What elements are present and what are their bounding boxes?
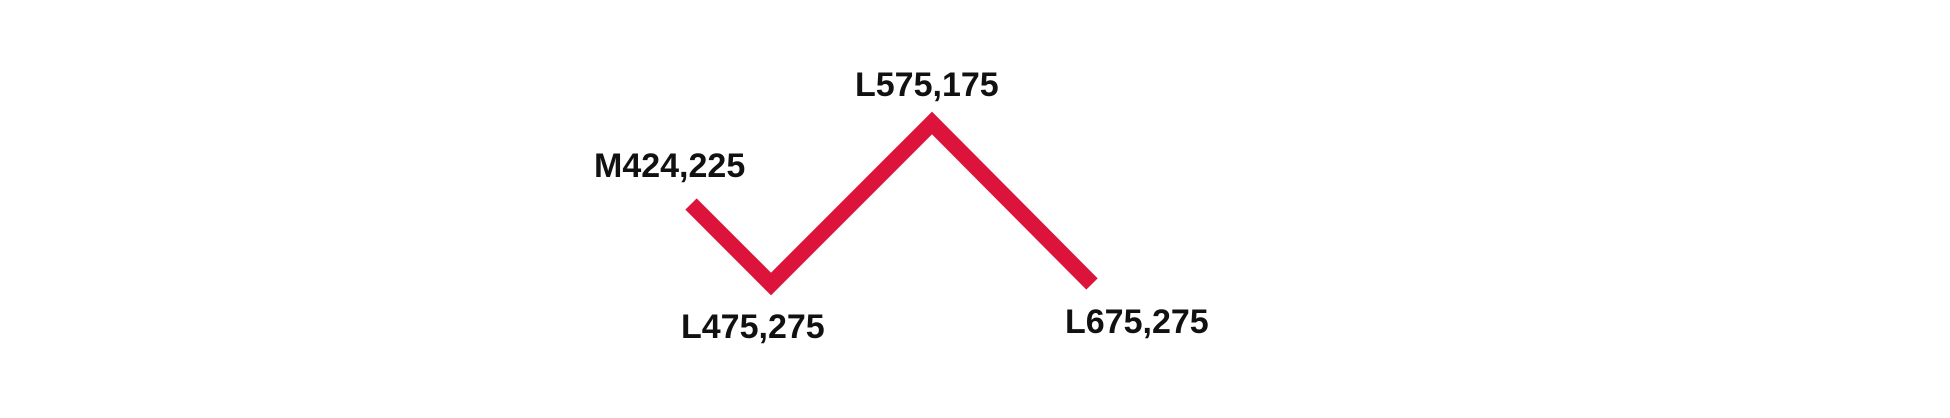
label-line-to-3: L675,275 [1065,303,1209,341]
label-line-to-2: L575,175 [855,66,999,104]
label-line-to-1: L475,275 [681,308,825,346]
label-move-to: M424,225 [594,147,745,185]
zigzag-path-line [685,111,1098,296]
